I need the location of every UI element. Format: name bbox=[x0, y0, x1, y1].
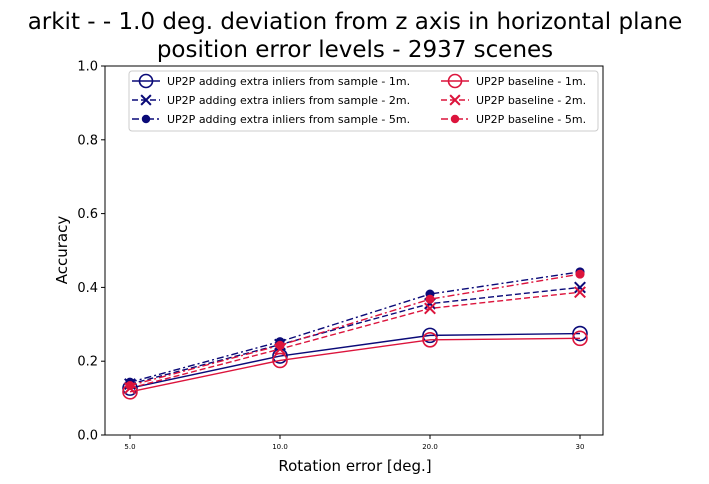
series-layer bbox=[122, 267, 588, 400]
data-point bbox=[125, 381, 135, 391]
x-tick-label: 20.0 bbox=[422, 443, 438, 451]
legend-entry: UP2P adding extra inliers from sample - … bbox=[132, 113, 410, 126]
y-tick-label: 0.4 bbox=[77, 281, 98, 296]
legend-label: UP2P baseline - 5m. bbox=[476, 113, 586, 126]
legend-label: UP2P baseline - 1m. bbox=[476, 75, 586, 88]
y-axis-ticks: 0.0 0.2 0.4 0.6 0.8 1.0 bbox=[77, 60, 105, 444]
plot-area-frame bbox=[104, 65, 604, 436]
legend-entry: UP2P baseline - 5m. bbox=[441, 113, 586, 126]
x-axis-label: Rotation error [deg.] bbox=[278, 457, 431, 475]
legend-marker bbox=[138, 73, 154, 89]
data-point bbox=[424, 302, 436, 315]
data-point bbox=[572, 330, 588, 347]
chart-title-line-2: position error levels - 2937 scenes bbox=[157, 37, 553, 63]
data-point bbox=[575, 269, 585, 279]
y-tick-label: 0.6 bbox=[77, 207, 98, 222]
series-line bbox=[129, 286, 581, 385]
legend: UP2P adding extra inliers from sample - … bbox=[128, 70, 599, 132]
series-1 bbox=[122, 325, 588, 396]
data-point bbox=[425, 294, 435, 304]
data-point bbox=[272, 352, 288, 369]
legend-marker bbox=[140, 94, 152, 106]
y-tick-label: 0.8 bbox=[77, 133, 98, 148]
series-2 bbox=[124, 281, 586, 391]
legend-label: UP2P adding extra inliers from sample - … bbox=[167, 75, 410, 88]
data-point bbox=[572, 325, 588, 342]
y-tick-label: 0.2 bbox=[77, 355, 98, 370]
series-line bbox=[129, 271, 581, 383]
series-line bbox=[129, 332, 581, 389]
legend-box bbox=[128, 70, 599, 132]
legend-entry: UP2P baseline - 2m. bbox=[441, 94, 586, 107]
y-tick-label: 0.0 bbox=[77, 429, 98, 444]
legend-label: UP2P baseline - 2m. bbox=[476, 94, 586, 107]
legend-entry: UP2P baseline - 1m. bbox=[441, 73, 586, 89]
data-point bbox=[574, 281, 586, 294]
x-axis-ticks: 5.0 10.0 20.0 30 bbox=[124, 435, 584, 451]
y-axis-label: Accuracy bbox=[53, 216, 71, 285]
data-point bbox=[574, 286, 586, 299]
data-point bbox=[275, 340, 285, 350]
legend-label: UP2P adding extra inliers from sample - … bbox=[167, 113, 410, 126]
x-tick-label: 5.0 bbox=[124, 443, 135, 451]
series-line bbox=[129, 291, 581, 389]
legend-marker bbox=[450, 114, 460, 124]
legend-entry: UP2P adding extra inliers from sample - … bbox=[132, 73, 410, 89]
legend-label: UP2P adding extra inliers from sample - … bbox=[167, 94, 410, 107]
x-tick-label: 10.0 bbox=[272, 443, 288, 451]
x-tick-label: 30 bbox=[576, 443, 585, 451]
data-point bbox=[422, 331, 438, 348]
series-line bbox=[129, 273, 581, 387]
legend-marker bbox=[449, 94, 461, 106]
legend-entry: UP2P adding extra inliers from sample - … bbox=[132, 94, 410, 107]
series-6 bbox=[125, 269, 585, 391]
legend-marker bbox=[447, 73, 463, 89]
legend-marker bbox=[141, 114, 151, 124]
series-5 bbox=[124, 286, 586, 395]
y-tick-label: 1.0 bbox=[77, 60, 98, 75]
series-line bbox=[129, 337, 581, 393]
data-point bbox=[422, 327, 438, 344]
chart-title-line-1: arkit - - 1.0 deg. deviation from z axis… bbox=[28, 9, 683, 35]
